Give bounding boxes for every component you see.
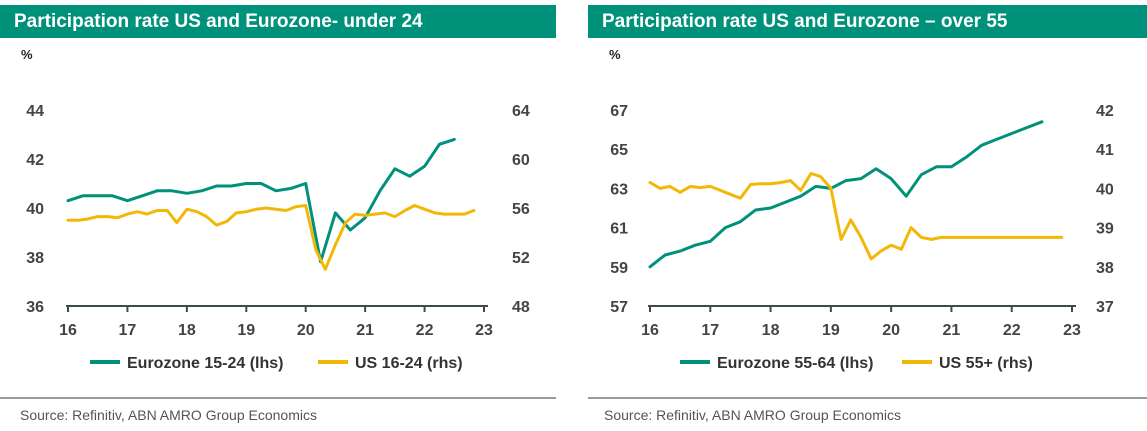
x-tick-label: 17 [119,322,137,339]
x-tick-label: 16 [59,322,77,339]
y-right-tick-label: 39 [1096,221,1114,238]
chart-title: Participation rate US and Eurozone – ove… [588,5,1147,38]
x-tick-label: 17 [701,322,719,339]
y-right-tick-label: 52 [512,250,530,267]
y-left-tick-label: 38 [26,250,44,267]
x-tick-label: 20 [882,322,900,339]
y-right-tick-label: 60 [512,152,530,169]
unit-label: % [21,47,33,62]
series-line-lhs [66,137,456,264]
legend-label: Eurozone 15-24 (lhs) [127,355,283,372]
panel-over-55: Participation rate US and Eurozone – ove… [588,0,1147,431]
y-right-tick-label: 41 [1096,142,1114,159]
y-right-tick-label: 48 [512,299,530,316]
series-line-rhs [648,172,1064,261]
x-tick-label: 18 [178,322,196,339]
legend-label: Eurozone 55-64 (lhs) [717,355,873,372]
legend-label: US 16-24 (rhs) [355,355,463,372]
x-tick-label: 21 [943,322,961,339]
y-left-tick-label: 59 [610,260,628,277]
y-left-tick-label: 63 [610,181,628,198]
series-line-lhs [648,120,1044,269]
unit-label: % [609,47,621,62]
y-right-tick-label: 40 [1096,181,1114,198]
x-tick-label: 21 [356,322,374,339]
y-right-tick-label: 64 [512,103,530,120]
y-left-tick-label: 67 [610,103,628,120]
x-tick-label: 19 [237,322,255,339]
chart-over-55: 16 17 18 19 20 21 22 23 57 59 61 63 65 67 37 38 39 40 41 42… [610,103,1114,372]
x-tick-label: 23 [475,322,493,339]
y-right-tick-label: 37 [1096,299,1114,316]
source-divider [0,397,556,399]
y-left-tick-label: 40 [26,201,44,218]
y-right-tick-label: 38 [1096,260,1114,277]
y-left-tick-label: 42 [26,152,44,169]
x-tick-label: 20 [297,322,315,339]
x-tick-label: 19 [822,322,840,339]
x-tick-label: 18 [762,322,780,339]
y-left-tick-label: 36 [26,299,44,316]
series-line-rhs [66,204,476,271]
y-left-tick-label: 61 [610,221,628,238]
y-left-tick-label: 57 [610,299,628,316]
y-left-tick-label: 65 [610,142,628,159]
x-tick-label: 16 [641,322,659,339]
x-tick-label: 23 [1063,322,1081,339]
legend-label: US 55+ (rhs) [939,355,1033,372]
source-note: Source: Refinitiv, ABN AMRO Group Econom… [20,407,317,423]
panel-under-24: Participation rate US and Eurozone- unde… [0,0,556,431]
source-divider [588,397,1147,399]
x-tick-label: 22 [1003,322,1021,339]
y-left-tick-label: 44 [26,103,44,120]
source-note: Source: Refinitiv, ABN AMRO Group Econom… [604,407,901,423]
y-right-tick-label: 56 [512,201,530,218]
chart-title: Participation rate US and Eurozone- unde… [0,5,556,38]
y-right-tick-label: 42 [1096,103,1114,120]
x-tick-label: 22 [416,322,434,339]
chart-under-24: 16 17 18 19 20 21 22 23 36 38 40 42 44 48 52 56 60 64 Euro… [26,103,530,372]
